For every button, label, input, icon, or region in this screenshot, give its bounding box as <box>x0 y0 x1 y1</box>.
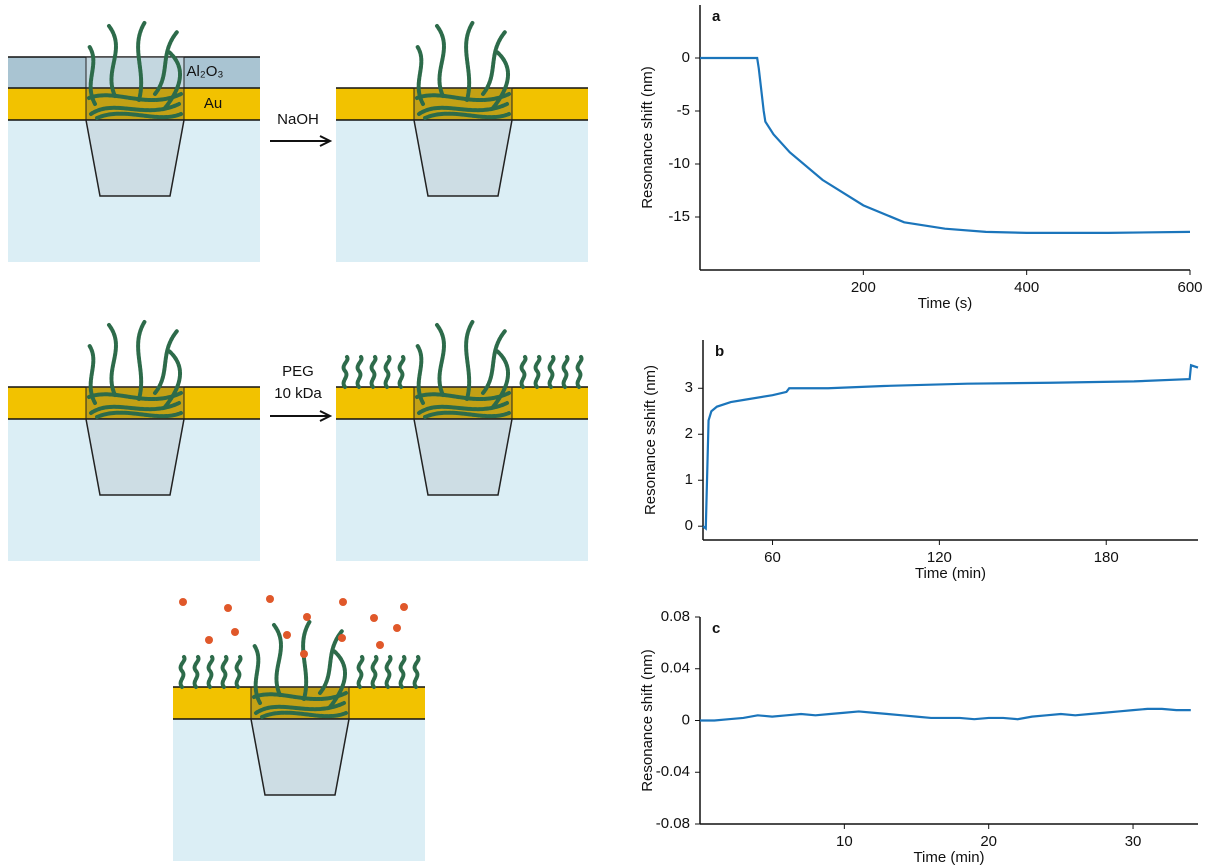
x-tick-label: 400 <box>1014 279 1039 296</box>
diagram-step2 <box>335 20 589 263</box>
panel-label: b <box>715 343 724 360</box>
panel-label: c <box>712 620 720 637</box>
x-tick-label: 20 <box>980 833 997 850</box>
y-tick-label: 0 <box>685 517 693 534</box>
y-tick-label: -10 <box>668 155 690 172</box>
y-axis-label: Resonance shift (nm) <box>639 649 656 792</box>
y-tick-label: -0.08 <box>656 815 690 832</box>
y-tick-label: 2 <box>685 425 693 442</box>
y-tick-label: 0.04 <box>661 660 690 677</box>
x-tick-label: 10 <box>836 833 853 850</box>
particles <box>179 595 408 658</box>
line <box>702 363 1199 531</box>
diagram-step1 <box>7 20 261 263</box>
x-axis-label: Time (s) <box>918 295 972 312</box>
x-tick-label: 200 <box>851 279 876 296</box>
y-axis-label: Resonance shift (nm) <box>639 66 656 209</box>
x-tick-label: 180 <box>1094 549 1119 566</box>
x-tick-label: 60 <box>764 549 781 566</box>
diagram-step3 <box>7 319 261 562</box>
x-tick-label: 600 <box>1177 279 1202 296</box>
y-tick-label: 0 <box>682 711 690 728</box>
step-label: NaOH <box>277 111 319 128</box>
arrow <box>270 410 333 422</box>
x-tick-label: 120 <box>927 549 952 566</box>
y-tick-label: -15 <box>668 208 690 225</box>
y-tick-label: 0.08 <box>661 608 690 625</box>
step-label: PEG <box>282 363 314 380</box>
y-tick-label: 0 <box>682 49 690 66</box>
line <box>700 707 1191 722</box>
diagram-step4 <box>335 319 589 562</box>
y-tick-label: -5 <box>677 102 690 119</box>
line <box>700 56 1191 234</box>
x-axis-label: Time (min) <box>913 849 984 866</box>
y-tick-label: -0.04 <box>656 763 690 780</box>
y-axis-label: Resonance sshift (nm) <box>642 365 659 515</box>
y-tick-label: 1 <box>685 471 693 488</box>
layer-label: Al₂O₃ <box>187 63 224 80</box>
step-label: 10 kDa <box>274 385 322 402</box>
x-tick-label: 30 <box>1125 833 1142 850</box>
y-tick-label: 3 <box>685 379 693 396</box>
arrow <box>270 135 333 147</box>
panel-label: a <box>712 8 721 25</box>
diagram-step5 <box>172 619 426 862</box>
layer-label: Au <box>204 95 222 112</box>
x-axis-label: Time (min) <box>915 565 986 582</box>
